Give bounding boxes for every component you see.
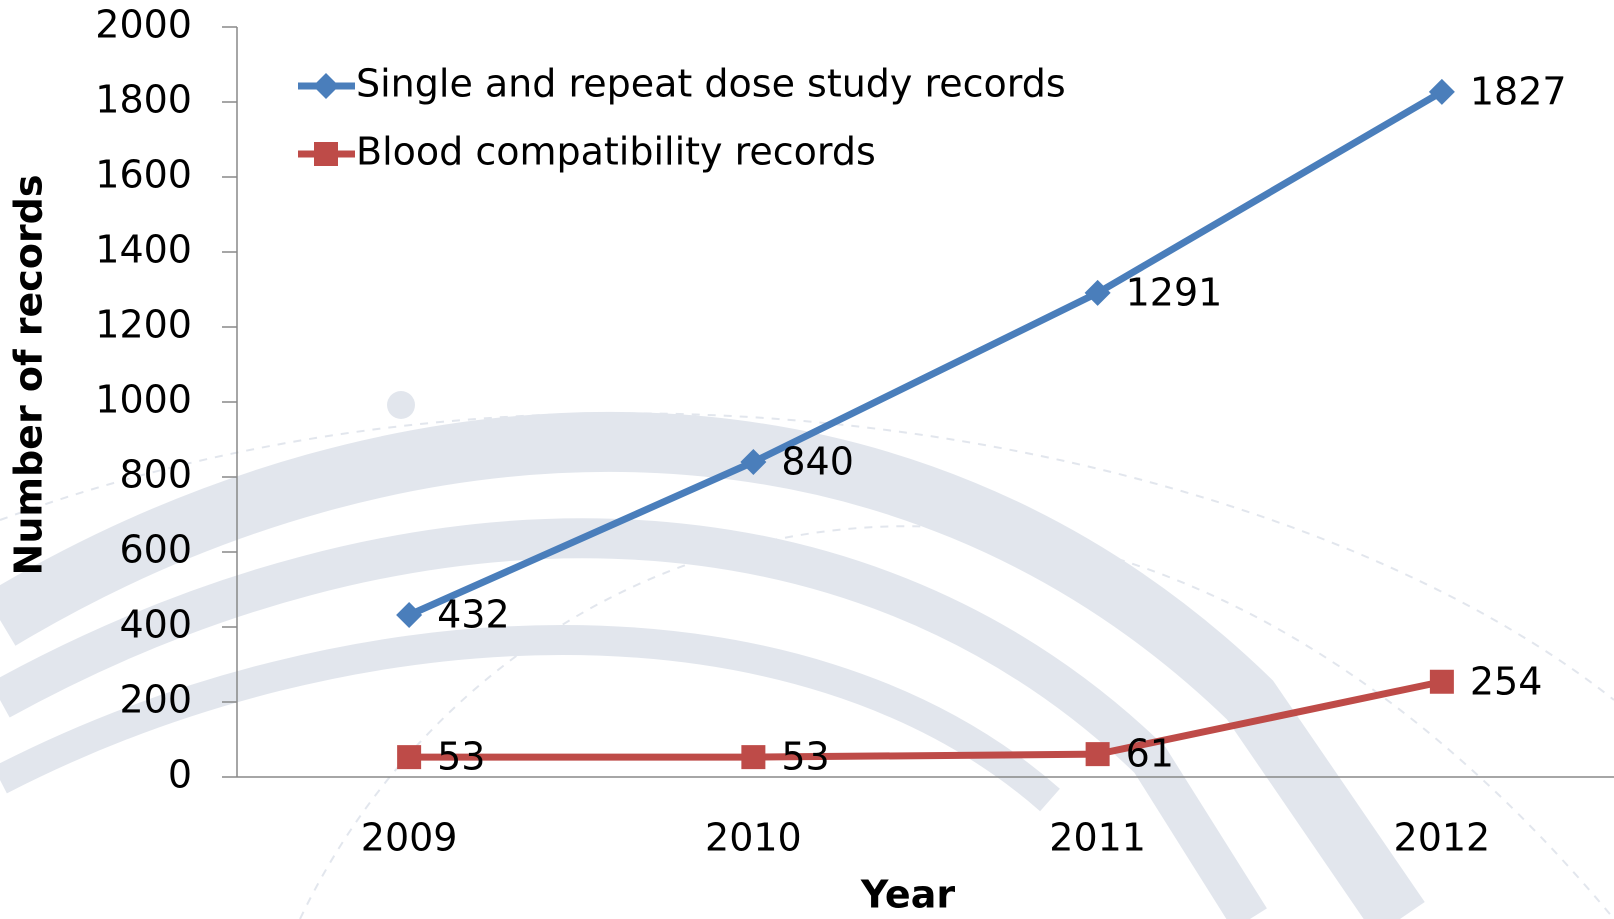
- y-tick-label: 600: [119, 528, 192, 572]
- y-tick-label: 800: [119, 453, 192, 497]
- data-label: 53: [781, 735, 829, 779]
- y-tick-label: 0: [168, 753, 192, 797]
- data-label: 1291: [1126, 270, 1223, 314]
- y-tick-label: 200: [119, 678, 192, 722]
- y-axis-title: Number of records: [7, 175, 51, 576]
- data-label: 53: [437, 735, 485, 779]
- y-tick-label: 400: [119, 603, 192, 647]
- x-tick-label: 2011: [1049, 816, 1146, 860]
- x-tick-label: 2012: [1394, 816, 1491, 860]
- point-marker: [396, 602, 422, 628]
- x-axis-title: Year: [860, 873, 955, 917]
- data-label: 1827: [1470, 69, 1567, 113]
- data-label: 254: [1470, 659, 1543, 703]
- data-label: 61: [1126, 732, 1174, 776]
- data-label: 840: [781, 440, 854, 484]
- y-tick-label: 1600: [95, 153, 192, 197]
- legend-label: Single and repeat dose study records: [356, 62, 1066, 106]
- page: Number of records Year 0 200 400 600 800 1000…: [0, 0, 1614, 919]
- legend-marker: [313, 73, 339, 99]
- data-label: 432: [437, 593, 510, 637]
- point-marker: [1086, 742, 1110, 766]
- y-tick-label: 2000: [95, 3, 192, 47]
- legend-marker: [314, 142, 338, 166]
- point-marker: [741, 745, 765, 769]
- chart: Number of records Year 0 200 400 600 800 1000…: [0, 0, 1614, 919]
- y-tick-label: 1000: [95, 378, 192, 422]
- x-tick-label: 2009: [361, 816, 458, 860]
- y-tick-label: 1200: [95, 303, 192, 347]
- point-marker: [1430, 670, 1454, 694]
- legend-label: Blood compatibility records: [356, 130, 876, 174]
- y-tick-label: 1400: [95, 228, 192, 272]
- point-marker: [397, 745, 421, 769]
- y-tick-label: 1800: [95, 78, 192, 122]
- x-tick-label: 2010: [705, 816, 802, 860]
